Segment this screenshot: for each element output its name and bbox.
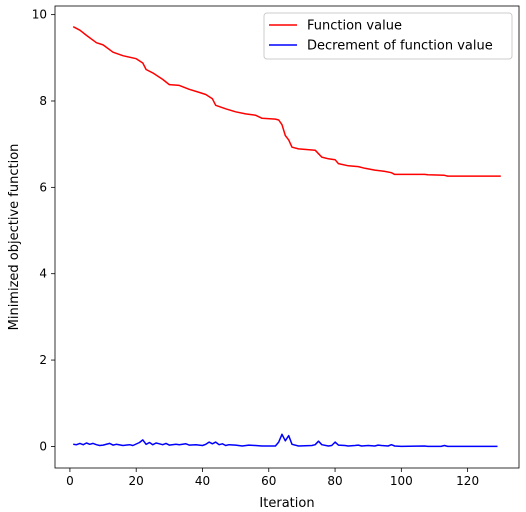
y-tick-label: 0 [39, 439, 47, 453]
series-lines [72, 26, 501, 448]
plot-frame [54, 5, 520, 469]
x-axis-label: Iteration [259, 496, 314, 511]
axis-ticks: 0 20 40 60 80 100 120 0 2 4 6 8 10 [32, 8, 479, 488]
legend-label-2: Decrement of function value [307, 39, 493, 54]
y-tick-label: 10 [32, 8, 47, 22]
x-tick-label: 0 [66, 474, 74, 488]
x-tick-label: 120 [456, 474, 479, 488]
x-tick-label: 80 [327, 474, 342, 488]
y-tick-label: 6 [39, 180, 47, 194]
x-tick-label: 100 [390, 474, 413, 488]
legend-box [263, 12, 513, 60]
legend-label-1: Function value [307, 19, 402, 34]
x-tick-label: 20 [129, 474, 144, 488]
series-line-1 [72, 26, 501, 177]
y-tick-label: 8 [39, 94, 47, 108]
y-tick-label: 4 [39, 267, 47, 281]
legend: Function value Decrement of function valu… [263, 12, 513, 60]
y-tick-label: 2 [39, 353, 47, 367]
y-axis-label: Minimized objective function [7, 144, 22, 331]
x-tick-label: 60 [261, 474, 276, 488]
x-tick-label: 40 [195, 474, 210, 488]
series-line-2 [73, 433, 498, 448]
